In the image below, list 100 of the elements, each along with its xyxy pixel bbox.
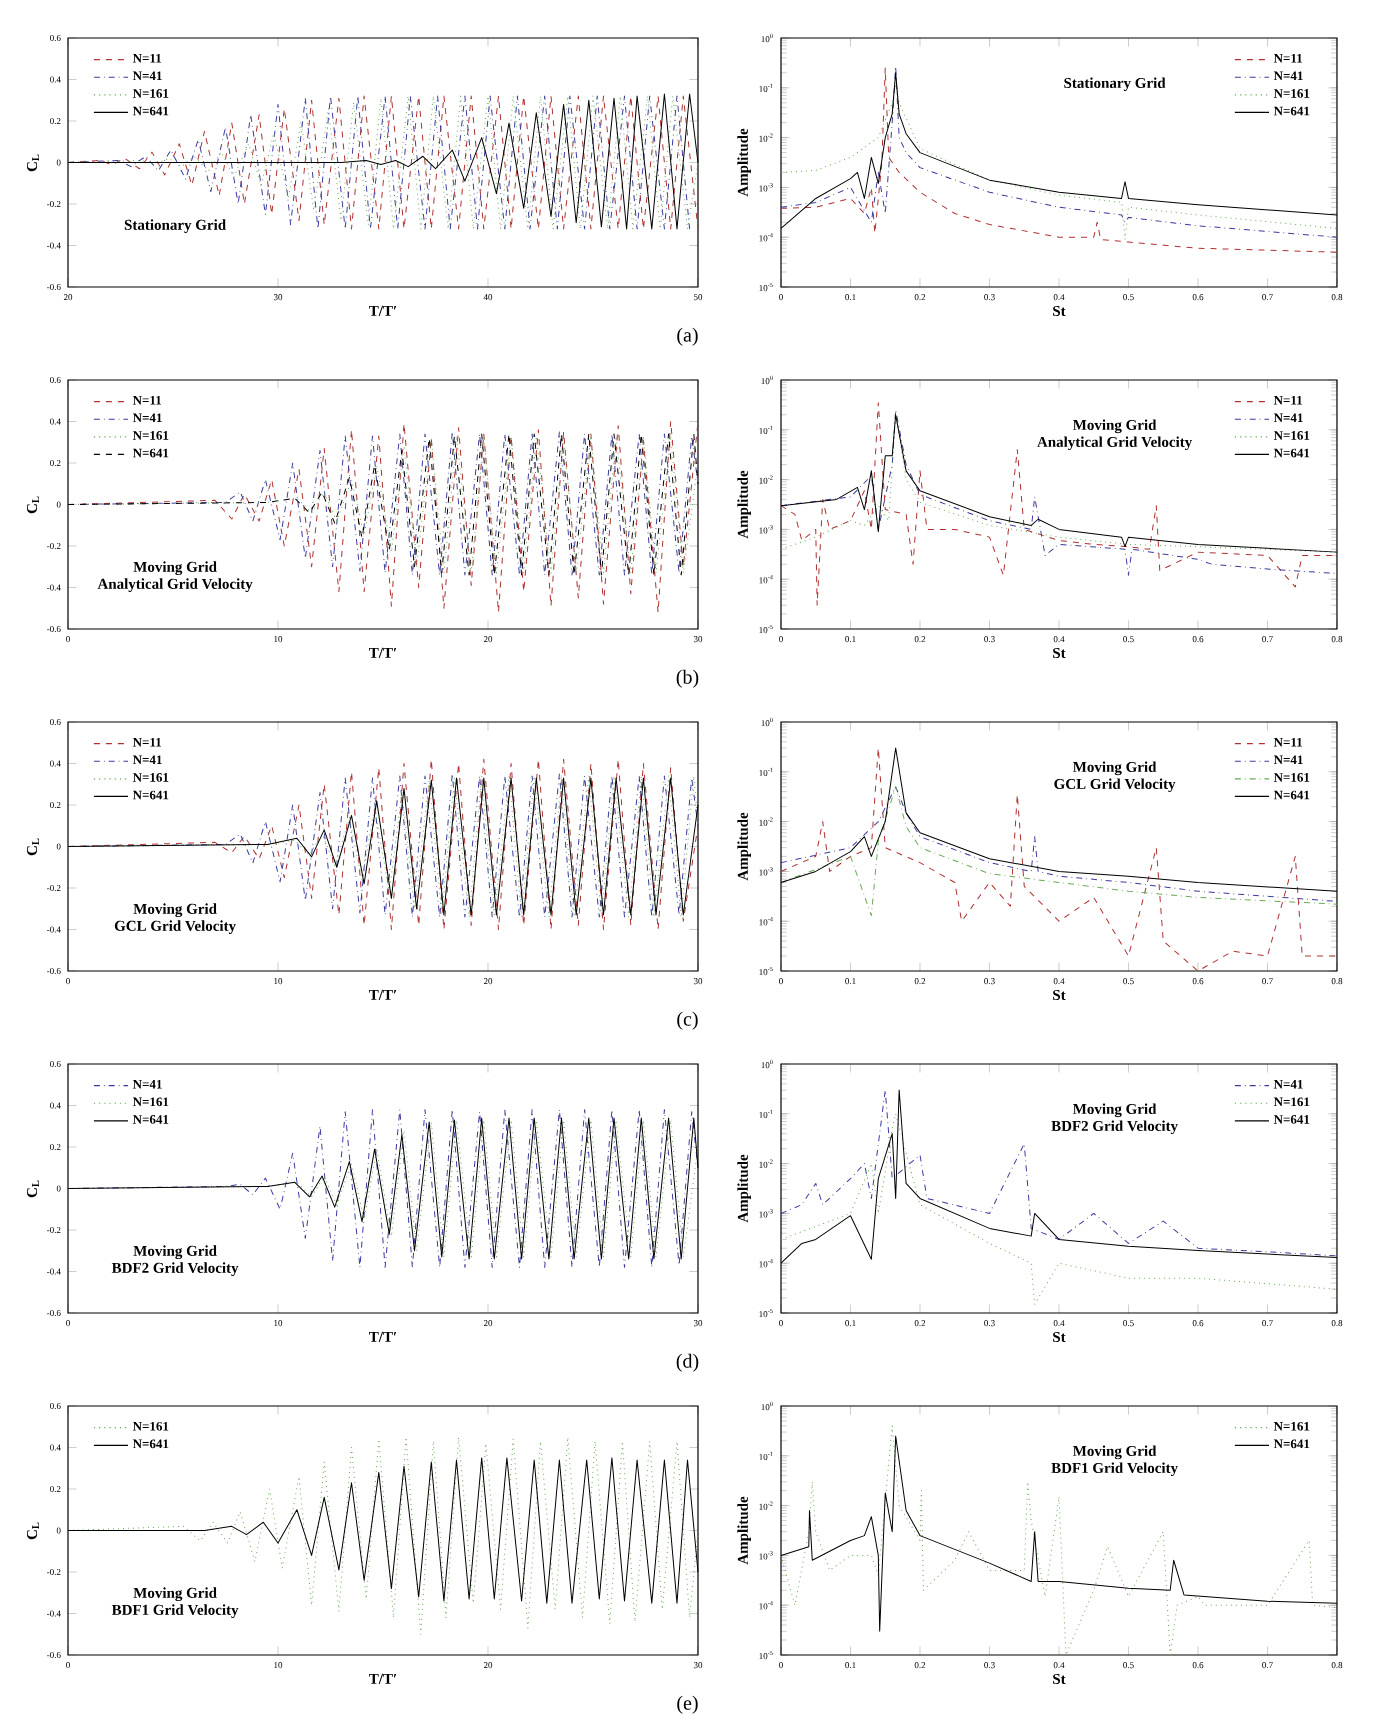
annotation: BDF2 Grid Velocity (1051, 1120, 1178, 1135)
y-tick-label: 0.6 (50, 1402, 61, 1410)
text: (d) (676, 1353, 699, 1372)
y-tick-label: -0.6 (47, 283, 61, 291)
text: (e) (677, 1695, 698, 1714)
y-tick-label: -0.4 (47, 926, 61, 933)
x-axis-title: St (1053, 1673, 1066, 1685)
legend-label: N=161 (1273, 1097, 1310, 1107)
y-tick-label: 10$^{-2}$ (759, 475, 773, 484)
y-tick-label: 0.6 (50, 1060, 61, 1068)
x-tick-label: 50 (694, 294, 703, 301)
y-tick-label: -0.2 (47, 1568, 61, 1576)
x-tick-label: 0.5 (1123, 978, 1134, 985)
y-tick-label: 0.2 (50, 801, 61, 809)
y-tick-label: 10$^{-4}$ (759, 1259, 773, 1268)
y-tick-label: 0.4 (50, 418, 61, 425)
y-tick-label: -0.2 (47, 200, 61, 208)
y-tick-label: 0.2 (50, 117, 61, 125)
x-tick-label: 0.1 (845, 294, 856, 301)
x-tick-label: 0 (66, 978, 70, 985)
x-tick-label: 20 (483, 978, 493, 985)
x-tick-label: 0.7 (1262, 978, 1273, 985)
legend-label: N=161 (132, 1421, 169, 1431)
x-tick-label: 10 (274, 1320, 283, 1327)
legend-label: N=641 (1273, 1439, 1310, 1449)
y-tick-label: 10$^{0}$ (761, 1059, 773, 1069)
x-tick-label: 0.6 (1192, 636, 1204, 643)
y-tick-label: 0.4 (50, 1102, 61, 1109)
x-tick-label: 0.6 (1192, 1662, 1204, 1669)
x-axis-title: T/T′ (369, 1331, 397, 1342)
x-tick-label: 0.7 (1262, 636, 1273, 643)
annotation: Moving Grid (1072, 1445, 1157, 1460)
y-tick-label: -0.4 (47, 584, 61, 591)
x-axis-title: T/T′ (369, 305, 397, 316)
x-tick-label: 0.3 (984, 294, 995, 301)
x-tick-label: 0.8 (1331, 978, 1343, 985)
annotation: Moving Grid (1072, 761, 1157, 776)
y-tick-label: 10$^{-3}$ (759, 867, 773, 876)
y-tick-label: -0.6 (47, 625, 61, 633)
x-tick-label: 0 (779, 1662, 783, 1669)
legend-label: N=641 (1273, 1115, 1310, 1124)
y-axis-title: C$_{L}$ (26, 154, 39, 172)
x-tick-label: 10 (274, 636, 283, 643)
x-tick-label: 0.1 (845, 636, 856, 643)
legend-label: N=161 (1273, 89, 1310, 98)
y-tick-label: 10$^{-1}$ (759, 1451, 773, 1460)
x-tick-label: 0.3 (984, 1320, 995, 1327)
annotation: BDF1 Grid Velocity (111, 1604, 239, 1619)
x-tick-label: 20 (483, 1662, 493, 1669)
x-tick-label: 10 (274, 978, 283, 985)
x-tick-label: 0.6 (1192, 1320, 1204, 1327)
y-tick-label: 0.2 (50, 1143, 61, 1151)
legend-label: N=41 (1273, 1079, 1303, 1089)
y-tick-label: 0.6 (50, 376, 61, 384)
text: (c) (677, 1011, 698, 1030)
y-axis-title: Amplitude (737, 470, 751, 539)
x-tick-label: 0 (66, 1320, 70, 1327)
x-tick-label: 0 (66, 1662, 70, 1669)
x-axis-title: T/T′ (369, 647, 397, 658)
legend-label: N=641 (132, 448, 169, 458)
y-tick-label: 10$^{0}$ (761, 33, 773, 43)
x-tick-label: 0.6 (1192, 978, 1204, 985)
x-tick-label: 20 (483, 1320, 493, 1327)
annotation: Analytical Grid Velocity (1037, 436, 1193, 451)
legend-label: N=161 (1273, 1421, 1310, 1431)
y-axis-title: C$_{L}$ (26, 1180, 39, 1198)
y-tick-label: 0.4 (50, 760, 61, 767)
y-tick-label: 10$^{-3}$ (759, 525, 773, 534)
y-tick-label: -0.2 (47, 884, 61, 892)
legend-label: N=641 (132, 790, 169, 800)
annotation: Moving Grid (133, 1245, 217, 1260)
y-tick-label: 10$^{-2}$ (759, 817, 773, 826)
y-tick-label: 10$^{-4}$ (759, 233, 773, 242)
x-tick-label: 0.1 (845, 1662, 856, 1669)
x-tick-label: 0 (779, 978, 783, 985)
y-tick-label: 10$^{-2}$ (759, 133, 773, 142)
y-axis-title: Amplitude (737, 128, 751, 197)
legend-label: N=11 (132, 53, 162, 63)
y-tick-label: -0.4 (47, 1610, 61, 1617)
annotation: Stationary Grid (1064, 77, 1166, 92)
x-tick-label: 40 (483, 294, 493, 301)
y-tick-label: 0 (56, 1185, 61, 1192)
x-tick-label: 0.1 (845, 978, 856, 985)
legend-label: N=161 (132, 89, 169, 98)
x-tick-label: 0.7 (1262, 1662, 1273, 1669)
x-axis-title: St (1053, 647, 1066, 659)
y-tick-label: 10$^{-4}$ (759, 917, 773, 926)
x-tick-label: 0.4 (1053, 978, 1065, 985)
legend-label: N=161 (1273, 431, 1310, 440)
y-axis-title: Amplitude (737, 812, 751, 881)
y-tick-label: 10$^{-1}$ (759, 1109, 773, 1118)
y-axis-title: C$_{L}$ (26, 496, 39, 514)
y-tick-label: 10$^{-4}$ (759, 575, 773, 584)
legend-label: N=11 (1273, 737, 1303, 747)
annotation: Moving Grid (1072, 1103, 1157, 1118)
y-tick-label: -0.6 (47, 1309, 61, 1317)
x-tick-label: 0.3 (984, 636, 995, 643)
x-tick-label: 0.2 (914, 1662, 926, 1669)
y-tick-label: 10$^{-2}$ (759, 1159, 773, 1168)
x-tick-label: 30 (693, 1320, 703, 1327)
